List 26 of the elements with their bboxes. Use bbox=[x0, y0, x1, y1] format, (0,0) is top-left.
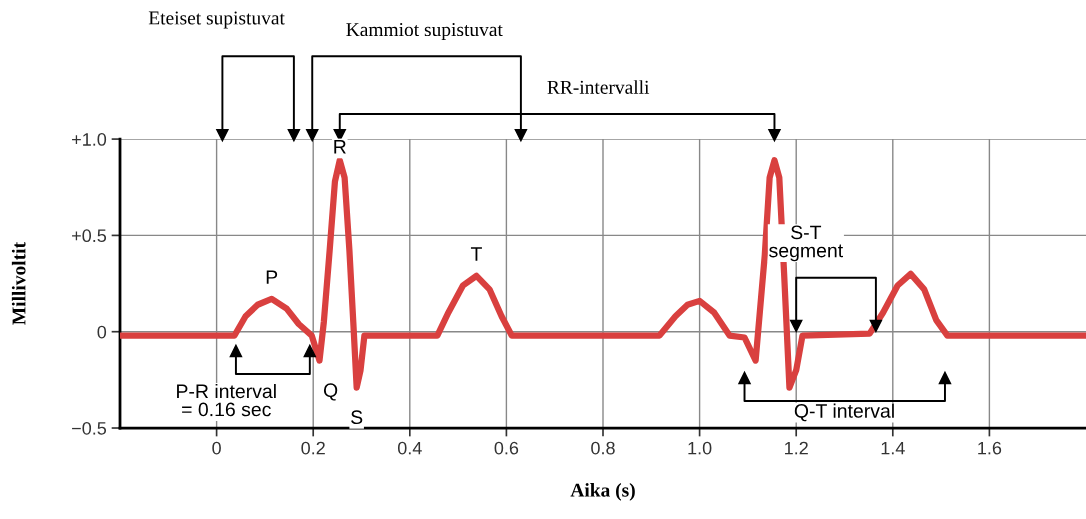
x-tick-label: 0.4 bbox=[397, 441, 422, 455]
y-tick-label: +0.5 bbox=[72, 229, 107, 243]
x-tick-label: 0.2 bbox=[301, 441, 325, 455]
x-tick-label: 1.0 bbox=[688, 441, 712, 455]
annotation: Q-T interval bbox=[794, 403, 894, 422]
x-tick-label: 1.4 bbox=[881, 441, 905, 455]
x-tick-label: 0.6 bbox=[494, 441, 519, 455]
annotation: P-R interval = 0.16 sec bbox=[177, 383, 276, 417]
annotation: S bbox=[351, 410, 363, 425]
x-axis-title: Aika (s) bbox=[570, 483, 635, 501]
annotation: Q bbox=[323, 383, 338, 401]
annotation: R bbox=[334, 140, 346, 154]
y-tick-label: 0 bbox=[97, 325, 107, 339]
x-tick-label: 0.8 bbox=[591, 441, 615, 455]
y-axis-title: Millivoltit bbox=[11, 242, 26, 325]
x-tick-label: 0 bbox=[212, 441, 221, 455]
text: Eteiset supistuvat bbox=[148, 11, 285, 29]
annotation: P bbox=[266, 270, 278, 284]
annotation: S-T segment bbox=[769, 225, 844, 262]
y-tick-label: +1.0 bbox=[72, 133, 107, 146]
x-tick-label: 1.2 bbox=[785, 441, 808, 455]
x-tick-label: 1.6 bbox=[978, 441, 1002, 455]
text: RR-intervalli bbox=[547, 80, 650, 94]
text: Kammiot supistuvat bbox=[346, 23, 503, 41]
y-tick-label: −0.5 bbox=[72, 421, 107, 435]
annotation: T bbox=[470, 247, 482, 261]
